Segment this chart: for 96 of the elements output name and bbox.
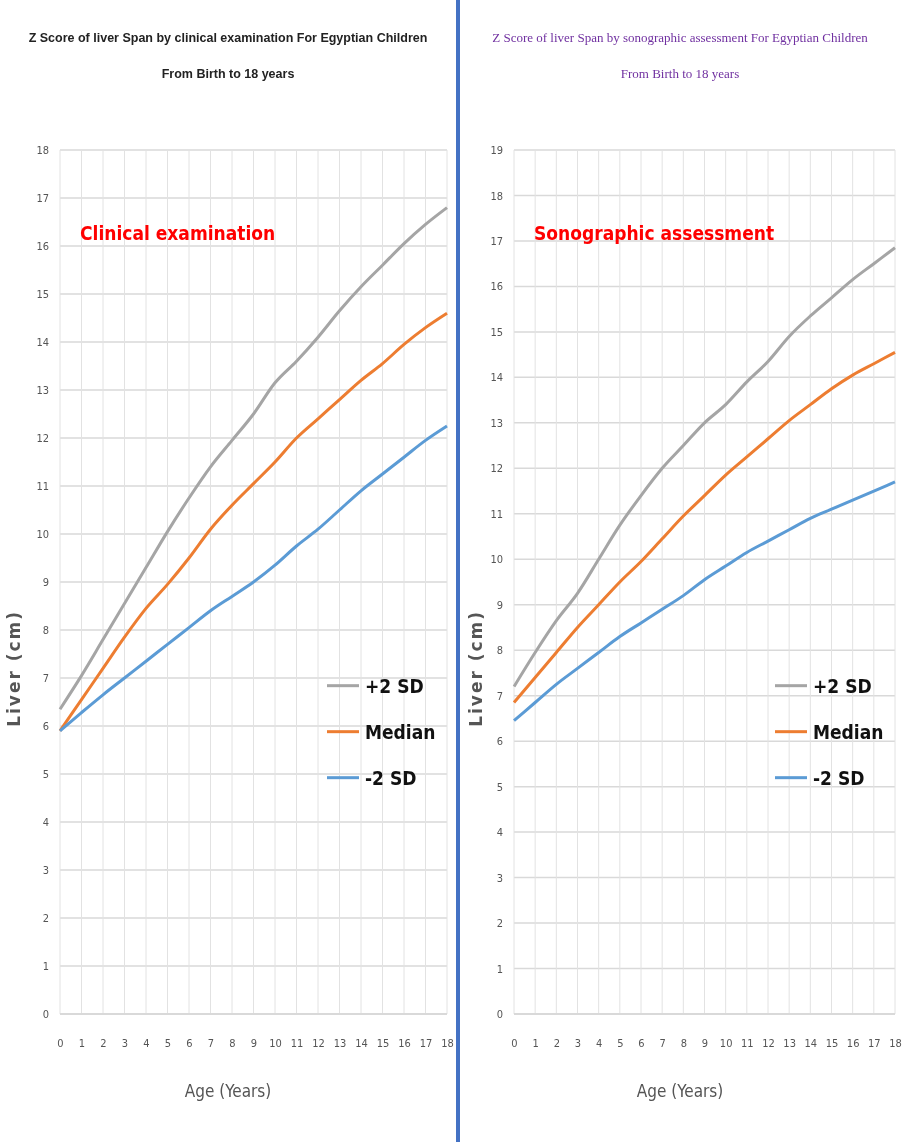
y-tick-label: 5 — [42, 768, 49, 782]
y-tick-label: 4 — [42, 816, 49, 830]
x-tick-label: 12 — [312, 1036, 325, 1050]
y-tick-label: 2 — [42, 912, 49, 926]
x-tick-label: 11 — [290, 1036, 304, 1050]
y-tick-label: 17 — [490, 234, 503, 248]
y-tick-label: 4 — [496, 826, 503, 840]
y-axis-title: Liver (cm) — [4, 609, 24, 727]
x-tick-label: 10 — [719, 1036, 733, 1050]
y-tick-label: 15 — [36, 288, 49, 302]
legend-label: Median — [813, 720, 884, 743]
x-tick-label: 7 — [207, 1036, 215, 1050]
x-tick-label: 13 — [783, 1036, 796, 1050]
y-tick-label: 18 — [490, 189, 503, 203]
x-tick-label: 10 — [269, 1036, 282, 1050]
legend-label: -2 SD — [365, 766, 417, 789]
x-tick-label: 16 — [398, 1036, 411, 1050]
y-tick-label: 14 — [36, 336, 49, 350]
x-tick-label: 6 — [186, 1036, 193, 1050]
line-series — [512, 480, 897, 723]
x-tick-label: 12 — [762, 1036, 775, 1050]
y-tick-label: 2 — [496, 917, 503, 931]
y-tick-label: 5 — [496, 780, 503, 794]
y-tick-label: 14 — [490, 371, 503, 385]
legend-label: +2 SD — [813, 674, 872, 697]
chart-subtitle: From Birth to 18 years — [620, 66, 740, 81]
y-tick-label: 8 — [496, 644, 503, 658]
chart-title: Z Score of liver Span by clinical examination For Egyptian Children — [28, 31, 428, 45]
x-tick-label: 8 — [229, 1036, 236, 1050]
x-tick-label: 7 — [659, 1036, 666, 1050]
x-tick-label: 4 — [596, 1036, 603, 1050]
y-tick-label: 16 — [36, 240, 49, 254]
y-tick-label: 12 — [490, 462, 503, 476]
y-tick-label: 13 — [490, 416, 503, 430]
x-tick-label: 0 — [511, 1036, 518, 1050]
x-tick-label: 14 — [355, 1036, 368, 1050]
y-tick-label: 9 — [496, 598, 503, 612]
y-tick-label: 10 — [36, 528, 49, 542]
x-axis-title: Age (Years) — [184, 1081, 272, 1101]
x-tick-label: 18 — [889, 1036, 902, 1050]
x-tick-label: 5 — [617, 1036, 624, 1050]
y-tick-label: 0 — [496, 1008, 503, 1022]
y-axis-title: Liver (cm) — [466, 609, 486, 727]
y-tick-label: 1 — [42, 960, 49, 974]
y-tick-label: 12 — [36, 432, 49, 446]
x-tick-label: 2 — [100, 1036, 107, 1050]
y-tick-label: 0 — [42, 1008, 49, 1022]
y-tick-label: 7 — [42, 672, 49, 686]
x-tick-label: 11 — [741, 1036, 754, 1050]
x-tick-label: 14 — [804, 1036, 818, 1050]
chart-title: Z Score of liver Span by sonographic assessment For Egyptian Children — [492, 30, 869, 45]
legend-label: Median — [365, 720, 436, 743]
x-tick-label: 15 — [376, 1036, 390, 1050]
y-tick-label: 10 — [490, 553, 503, 567]
y-tick-label: 15 — [490, 325, 503, 339]
x-tick-label: 3 — [121, 1036, 129, 1050]
y-tick-label: 11 — [490, 507, 503, 521]
legend-label: +2 SD — [365, 674, 424, 697]
x-tick-label: 9 — [701, 1036, 709, 1050]
x-tick-label: 6 — [638, 1036, 645, 1050]
chart-subtitle: From Birth to 18 years — [161, 67, 295, 81]
y-tick-label: 9 — [42, 576, 49, 590]
y-tick-label: 3 — [42, 864, 49, 878]
x-tick-label: 17 — [419, 1036, 433, 1050]
annotation: Clinical examination — [80, 222, 276, 244]
x-tick-label: 13 — [333, 1036, 347, 1050]
x-tick-label: 4 — [143, 1036, 150, 1050]
y-tick-label: 8 — [42, 624, 49, 638]
y-tick-label: 3 — [496, 871, 503, 885]
y-tick-label: 17 — [36, 192, 49, 206]
y-tick-label: 6 — [42, 720, 49, 734]
x-tick-label: 16 — [846, 1036, 860, 1050]
y-tick-label: 19 — [490, 144, 503, 158]
legend-label: -2 SD — [813, 766, 865, 789]
x-tick-label: 1 — [78, 1036, 86, 1050]
y-tick-label: 13 — [36, 384, 49, 398]
x-tick-label: 5 — [164, 1036, 172, 1050]
y-tick-label: 7 — [496, 689, 503, 703]
line-series — [512, 350, 897, 705]
line-series — [58, 206, 449, 711]
x-tick-label: 18 — [441, 1036, 454, 1050]
x-tick-label: 8 — [680, 1036, 687, 1050]
x-tick-label: 0 — [57, 1036, 64, 1050]
y-tick-label: 16 — [490, 280, 503, 294]
x-tick-label: 9 — [250, 1036, 258, 1050]
x-tick-label: 15 — [825, 1036, 839, 1050]
y-tick-label: 1 — [496, 962, 503, 976]
y-tick-label: 6 — [496, 735, 503, 749]
x-tick-label: 1 — [532, 1036, 539, 1050]
y-tick-label: 11 — [36, 480, 49, 494]
x-tick-label: 17 — [868, 1036, 881, 1050]
x-axis-title: Age (Years) — [636, 1081, 724, 1101]
y-tick-label: 18 — [36, 144, 49, 158]
x-tick-label: 2 — [553, 1036, 560, 1050]
annotation: Sonographic assessment — [534, 222, 775, 244]
x-tick-label: 3 — [574, 1036, 582, 1050]
